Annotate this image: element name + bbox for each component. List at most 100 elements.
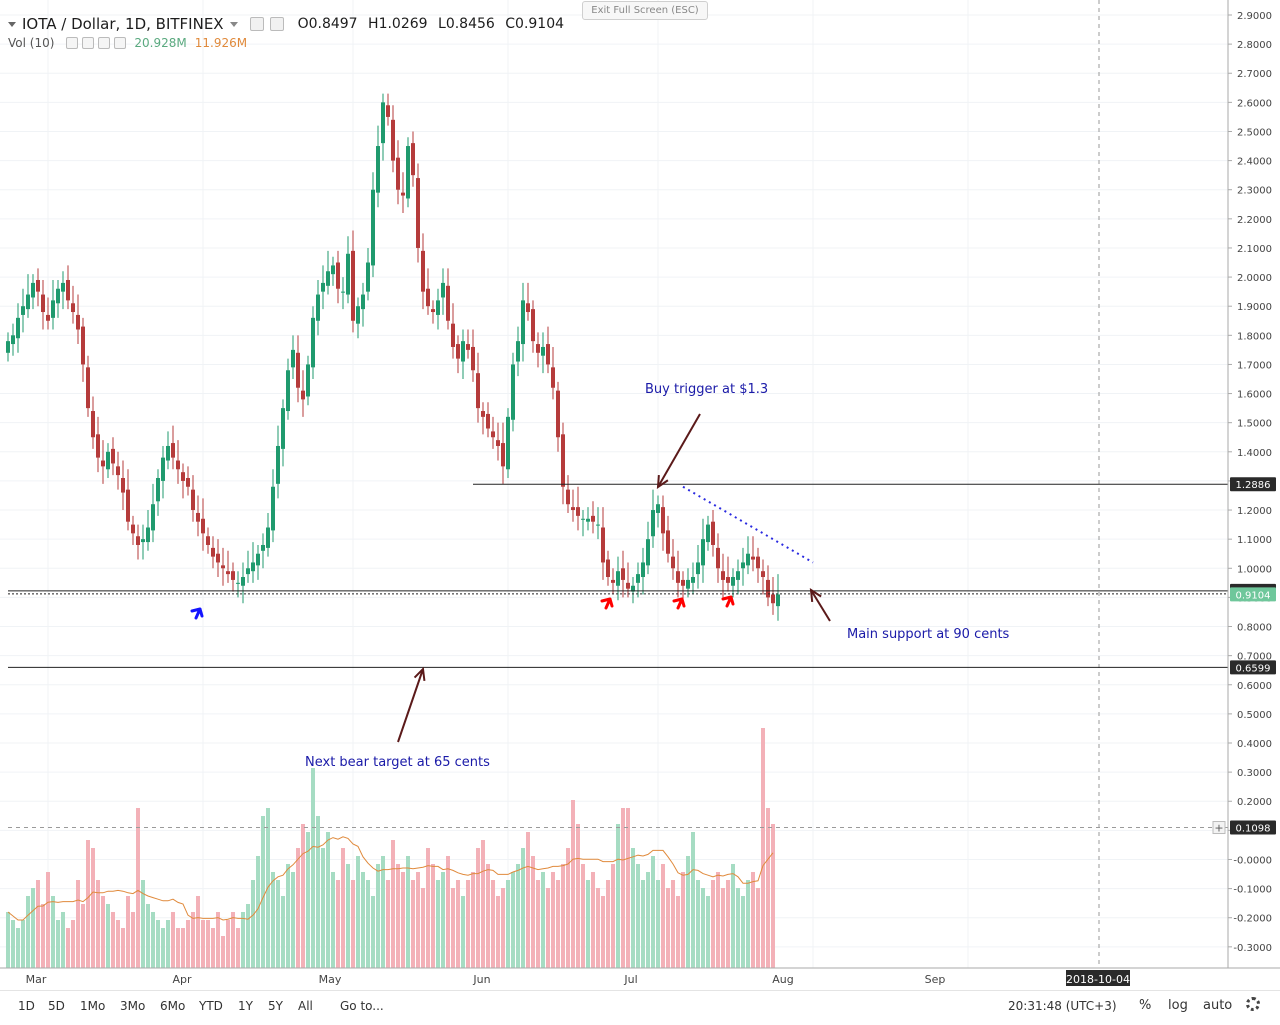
volume-bar xyxy=(201,920,205,968)
range-5d[interactable]: 5D xyxy=(48,999,65,1013)
candlestick-chart[interactable]: Buy trigger at $1.3 Main support at 90 ce… xyxy=(0,0,1280,990)
volume-bar xyxy=(186,920,190,968)
candle-body xyxy=(766,579,770,598)
volume-add-icon[interactable] xyxy=(98,37,111,49)
settings-icon[interactable] xyxy=(249,17,264,31)
volume-bar xyxy=(746,880,750,968)
log-toggle[interactable]: log xyxy=(1168,998,1188,1013)
percent-toggle[interactable]: % xyxy=(1139,998,1152,1013)
range-5y[interactable]: 5Y xyxy=(268,999,283,1013)
volume-bar xyxy=(21,920,25,968)
price-badge xyxy=(1230,477,1276,492)
goto-button[interactable]: Go to... xyxy=(340,999,384,1013)
volume-bar xyxy=(761,728,765,968)
candle-body xyxy=(261,544,265,551)
candle-body xyxy=(241,577,245,586)
candle-body xyxy=(596,524,600,526)
candle-body xyxy=(126,489,130,522)
price-badge-label: 0.6599 xyxy=(1236,663,1271,674)
range-1d[interactable]: 1D xyxy=(18,999,35,1013)
volume-bar xyxy=(206,920,210,968)
candle-body xyxy=(131,524,135,534)
annotation-text[interactable]: Main support at 90 cents xyxy=(847,627,1010,642)
annotation-text[interactable]: Buy trigger at $1.3 xyxy=(645,382,768,397)
price-tick-label: 0.4000 xyxy=(1237,739,1272,750)
volume-bar xyxy=(461,896,465,968)
range-6mo[interactable]: 6Mo xyxy=(160,999,186,1013)
exit-fullscreen-button[interactable]: Exit Full Screen (ESC) xyxy=(582,1,708,20)
volume-bar xyxy=(766,808,770,968)
candle-body xyxy=(226,571,230,575)
candle-body xyxy=(606,559,610,578)
range-1mo[interactable]: 1Mo xyxy=(80,999,106,1013)
candle-body xyxy=(406,146,410,199)
price-tick-label: 1.5000 xyxy=(1237,419,1272,430)
volume-bar xyxy=(601,896,605,968)
symbol-title[interactable]: IOTA / Dollar, 1D, BITFINEX xyxy=(22,15,224,33)
volume-bar xyxy=(336,880,340,968)
candle-body xyxy=(736,571,740,580)
candle-body xyxy=(536,344,540,353)
bear-target-arrow[interactable] xyxy=(397,668,424,743)
volume-bar xyxy=(516,864,520,968)
candle-body xyxy=(351,250,355,321)
dotted-trendline[interactable] xyxy=(682,485,814,564)
candle-body xyxy=(431,309,435,313)
volume-bar xyxy=(356,856,360,968)
volume-settings-icon[interactable] xyxy=(82,37,95,49)
candle-body xyxy=(586,518,590,522)
range-ytd[interactable]: YTD xyxy=(199,999,223,1013)
add-level-icon[interactable] xyxy=(1212,821,1226,835)
candle-body xyxy=(276,445,280,484)
volume-bar xyxy=(446,856,450,968)
annotation-text[interactable]: Next bear target at 65 cents xyxy=(305,755,490,770)
auto-toggle[interactable]: auto xyxy=(1203,998,1233,1013)
hide-icon[interactable] xyxy=(269,17,284,31)
candle-body xyxy=(141,539,145,543)
volume-bar xyxy=(481,840,485,968)
candle-body xyxy=(286,370,290,412)
volume-bar xyxy=(466,880,470,968)
clock-readout[interactable]: 20:31:48 (UTC+3) xyxy=(1008,999,1117,1013)
volume-close-icon[interactable] xyxy=(114,37,127,49)
collapse-chevron-icon[interactable] xyxy=(8,21,16,27)
volume-bar xyxy=(46,872,50,968)
price-tick-label: 1.4000 xyxy=(1237,448,1272,459)
volume-bar xyxy=(381,856,385,968)
candle-body xyxy=(426,288,430,307)
volume-bar xyxy=(326,832,330,968)
candle-body xyxy=(341,291,345,293)
volume-bar xyxy=(281,896,285,968)
range-all[interactable]: All xyxy=(298,999,313,1013)
candle-body xyxy=(526,303,530,313)
candle-body xyxy=(171,443,175,458)
range-1y[interactable]: 1Y xyxy=(238,999,253,1013)
candle-body xyxy=(751,556,755,560)
buy-trigger-arrow-head xyxy=(656,474,669,489)
gear-icon[interactable] xyxy=(1246,997,1260,1011)
candle-body xyxy=(111,448,115,464)
price-tick-label: 1.2000 xyxy=(1237,506,1272,517)
buy-trigger-arrow[interactable] xyxy=(657,413,701,488)
support-marker-red xyxy=(600,597,614,610)
volume-bar xyxy=(126,896,130,968)
candle-body xyxy=(96,434,100,458)
price-tick-label: 2.0000 xyxy=(1237,273,1272,284)
price-tick-label: 1.8000 xyxy=(1237,331,1272,342)
candle-body xyxy=(621,568,625,580)
support-arrow[interactable] xyxy=(810,589,831,622)
candle-body xyxy=(396,157,400,190)
candle-body xyxy=(391,119,395,161)
price-badge xyxy=(1230,587,1276,602)
price-tick-label: 1.7000 xyxy=(1237,360,1272,371)
volume-eye-icon[interactable] xyxy=(66,37,79,49)
candle-body xyxy=(121,478,125,493)
candle-body xyxy=(486,413,490,429)
candle-body xyxy=(566,489,570,505)
volume-bar xyxy=(541,872,545,968)
volume-bar xyxy=(726,880,730,968)
range-3mo[interactable]: 3Mo xyxy=(120,999,146,1013)
volume-bar xyxy=(621,808,625,968)
symbol-dropdown-icon[interactable] xyxy=(229,21,238,27)
volume-label[interactable]: Vol (10) xyxy=(8,36,55,50)
